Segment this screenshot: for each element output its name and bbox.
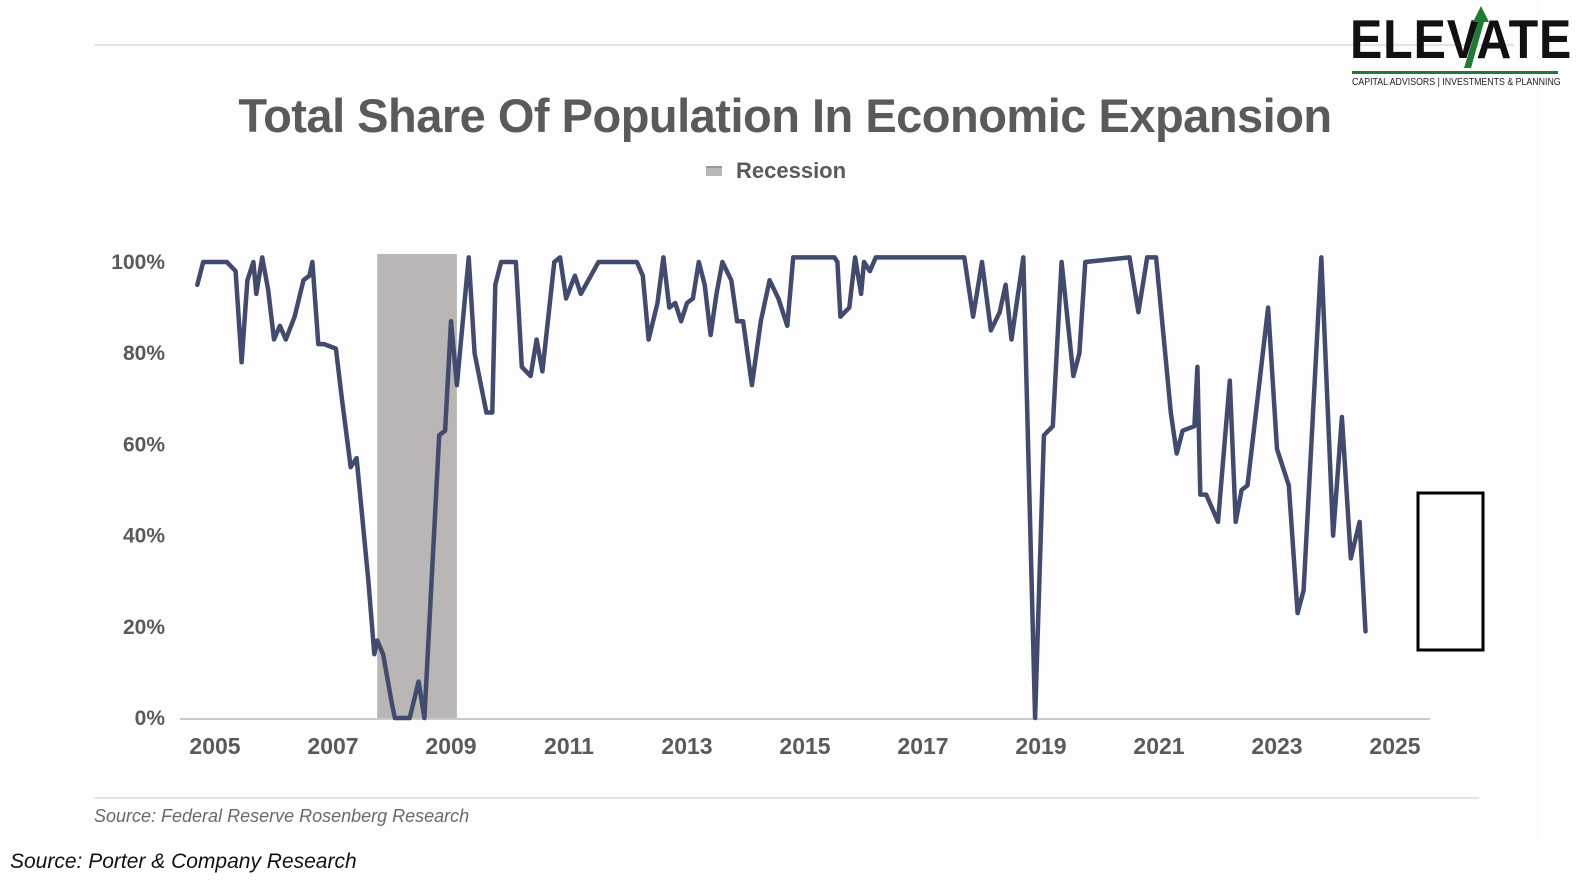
x-tick-label: 2017 <box>897 733 948 759</box>
logo-wordmark: ELEVATE <box>1350 8 1573 70</box>
legend-swatch-recession <box>706 166 722 176</box>
x-tick-label: 2025 <box>1369 733 1420 759</box>
page-source-note: Source: Porter & Company Research <box>10 850 357 873</box>
recession-band-0 <box>377 254 457 718</box>
x-tick-label: 2013 <box>661 733 712 759</box>
logo-underline <box>1352 71 1558 74</box>
y-tick-label: 40% <box>123 525 165 548</box>
x-tick-label: 2015 <box>779 733 830 759</box>
y-tick-label: 20% <box>123 616 165 639</box>
chart-panel <box>40 0 1540 840</box>
x-tick-label: 2021 <box>1133 733 1184 759</box>
x-tick-label: 2005 <box>189 733 240 759</box>
chart-source-note: Source: Federal Reserve Rosenberg Resear… <box>94 806 470 826</box>
elevate-logo: ELEVATE CAPITAL ADVISORS | INVESTMENTS &… <box>1350 2 1571 92</box>
x-tick-label: 2009 <box>425 733 476 759</box>
chart-title: Total Share Of Population In Economic Ex… <box>238 89 1332 142</box>
series-line-0 <box>195 255 1368 721</box>
highlight-box <box>1416 491 1485 652</box>
x-tick-label: 2011 <box>544 733 594 759</box>
legend: Recession <box>706 158 846 184</box>
y-tick-label: 60% <box>123 433 165 456</box>
y-tick-label: 0% <box>135 707 166 730</box>
logo-tagline: CAPITAL ADVISORS | INVESTMENTS & PLANNIN… <box>1352 77 1561 88</box>
top-divider <box>94 44 1514 46</box>
legend-label-recession: Recession <box>736 158 847 183</box>
x-tick-label: 2023 <box>1251 733 1302 759</box>
bottom-divider <box>94 797 1479 799</box>
x-tick-label: 2007 <box>307 733 358 759</box>
logo-arrow-icon <box>1464 6 1489 68</box>
y-tick-label: 100% <box>111 251 165 274</box>
y-tick-label: 80% <box>123 342 165 365</box>
x-tick-label: 2019 <box>1015 733 1066 759</box>
